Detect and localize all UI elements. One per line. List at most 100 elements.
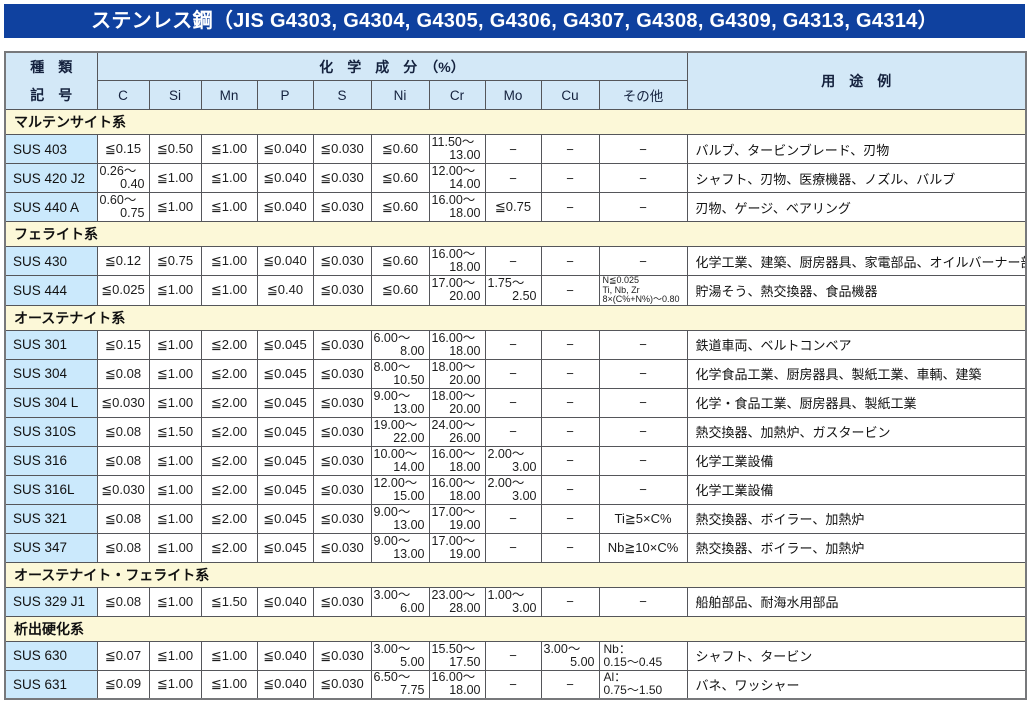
grade-code: SUS 316 — [4, 445, 98, 476]
cell-si: ≦1.00 — [148, 387, 202, 418]
cell-ni: 9.00～ 13.00 — [370, 503, 430, 534]
cell-ni: 6.50～ 7.75 — [370, 669, 430, 700]
cell-p: ≦0.045 — [256, 532, 314, 563]
cell-s: ≦0.030 — [312, 192, 372, 222]
cell-mn: ≦2.00 — [200, 358, 258, 389]
cell-si: ≦1.00 — [148, 445, 202, 476]
cell-cu: − — [540, 329, 600, 360]
element-header-4: S — [312, 80, 372, 110]
cell-cr: 16.00～ 18.00 — [428, 192, 486, 222]
table-row: SUS 444 ≦0.025 ≦1.00 ≦1.00 ≦0.40 ≦0.030 ≦0.60 1… — [4, 275, 1027, 306]
cell-cr: 24.00～ 26.00 — [428, 416, 486, 447]
cell-c: 0.60～ 0.75 — [96, 192, 150, 222]
cell-mo: ≦0.75 — [484, 192, 542, 222]
cell-cu: − — [540, 246, 600, 276]
grade-code: SUS 316L — [4, 474, 98, 505]
table-row: SUS 304 L ≦0.030 ≦1.00 ≦2.00 ≦0.045 ≦0.030 9.0… — [4, 387, 1027, 418]
cell-other: − — [598, 192, 688, 222]
cell-other: − — [598, 134, 688, 164]
cell-si: ≦1.00 — [148, 640, 202, 671]
cell-cu: − — [540, 192, 600, 222]
code-header-label: 記 号 — [30, 87, 73, 103]
cell-s: ≦0.030 — [312, 640, 372, 671]
cell-mn: ≦1.00 — [200, 275, 258, 306]
cell-mn: ≦2.00 — [200, 329, 258, 360]
cell-cu: − — [540, 163, 600, 193]
page-title: ステンレス鋼（JIS G4303, G4304, G4305, G4306, G… — [91, 10, 938, 32]
cell-mn: ≦2.00 — [200, 387, 258, 418]
cell-si: ≦1.00 — [148, 358, 202, 389]
cell-p: ≦0.040 — [256, 640, 314, 671]
cell-p: ≦0.040 — [256, 669, 314, 700]
cell-other: − — [598, 358, 688, 389]
cell-c: ≦0.08 — [96, 586, 150, 617]
cell-si: ≦0.75 — [148, 246, 202, 276]
cell-other: − — [598, 586, 688, 617]
table-header: 種 類 記 号 化 学 成 分 （%） 用 途 例 C Si Mn P S Ni Cr Mo C… — [4, 51, 1027, 110]
cell-mn: ≦2.00 — [200, 532, 258, 563]
element-header-5: Ni — [370, 80, 430, 110]
cell-other: Nb： 0.15～0.45 — [598, 640, 688, 671]
cell-s: ≦0.030 — [312, 275, 372, 306]
element-header-2: Mn — [200, 80, 258, 110]
cell-mo: − — [484, 163, 542, 193]
cell-c: ≦0.08 — [96, 416, 150, 447]
table-row: SUS 316 ≦0.08 ≦1.00 ≦2.00 ≦0.045 ≦0.030 10.00～… — [4, 445, 1027, 476]
cell-p: ≦0.045 — [256, 416, 314, 447]
cell-p: ≦0.045 — [256, 358, 314, 389]
cell-cu: − — [540, 503, 600, 534]
section-title: フェライト系 — [4, 221, 1027, 247]
title-bar: ステンレス鋼（JIS G4303, G4304, G4305, G4306, G… — [4, 4, 1025, 38]
cell-ni: 12.00～ 15.00 — [370, 474, 430, 505]
cell-p: ≦0.040 — [256, 246, 314, 276]
cell-si: ≦1.00 — [148, 586, 202, 617]
grade-code: SUS 321 — [4, 503, 98, 534]
cell-c: ≦0.08 — [96, 445, 150, 476]
cell-other: − — [598, 445, 688, 476]
cell-si: ≦1.00 — [148, 163, 202, 193]
cell-si: ≦1.00 — [148, 329, 202, 360]
section-title: 析出硬化系 — [4, 615, 1027, 642]
cell-c: ≦0.08 — [96, 532, 150, 563]
cell-si: ≦0.50 — [148, 134, 202, 164]
element-header-9: その他 — [598, 80, 688, 110]
usage-cell: 貯湯そう、熱交換器、食品機器 — [686, 275, 1027, 306]
cell-p: ≦0.045 — [256, 329, 314, 360]
cell-cu: 3.00～ 5.00 — [540, 640, 600, 671]
cell-c: ≦0.030 — [96, 474, 150, 505]
cell-p: ≦0.045 — [256, 474, 314, 505]
cell-mn: ≦1.00 — [200, 640, 258, 671]
cell-mo: − — [484, 246, 542, 276]
cell-cu: − — [540, 532, 600, 563]
cell-c: ≦0.15 — [96, 329, 150, 360]
cell-mo: − — [484, 503, 542, 534]
cell-mn: ≦1.50 — [200, 586, 258, 617]
cell-cr: 16.00～ 18.00 — [428, 445, 486, 476]
cell-other: − — [598, 246, 688, 276]
cell-c: ≦0.12 — [96, 246, 150, 276]
usage-cell: 熱交換器、ボイラー、加熱炉 — [686, 503, 1027, 534]
cell-p: ≦0.40 — [256, 275, 314, 306]
grade-code: SUS 301 — [4, 329, 98, 360]
cell-ni: ≦0.60 — [370, 275, 430, 306]
cell-cu: − — [540, 387, 600, 418]
cell-s: ≦0.030 — [312, 445, 372, 476]
cell-cr: 23.00～ 28.00 — [428, 586, 486, 617]
cell-s: ≦0.030 — [312, 669, 372, 700]
cell-p: ≦0.040 — [256, 163, 314, 193]
cell-ni: 9.00～ 13.00 — [370, 387, 430, 418]
cell-cr: 16.00～ 18.00 — [428, 669, 486, 700]
header-row-elements: C Si Mn P S Ni Cr Mo Cu その他 — [5, 80, 1026, 110]
cell-other: − — [598, 329, 688, 360]
cell-si: ≦1.00 — [148, 532, 202, 563]
usage-cell: 鉄道車両、ベルトコンベア — [686, 329, 1027, 360]
cell-other: − — [598, 163, 688, 193]
usage-cell: 化学工業設備 — [686, 474, 1027, 505]
grade-code: SUS 304 L — [4, 387, 98, 418]
section-title: オーステナイト・フェライト系 — [4, 561, 1027, 588]
cell-s: ≦0.030 — [312, 387, 372, 418]
cell-mo: − — [484, 387, 542, 418]
element-header-6: Cr — [428, 80, 486, 110]
cell-mn: ≦1.00 — [200, 192, 258, 222]
usage-cell: 化学工業、建築、厨房器具、家電部品、オイルバーナー部品 — [686, 246, 1027, 276]
